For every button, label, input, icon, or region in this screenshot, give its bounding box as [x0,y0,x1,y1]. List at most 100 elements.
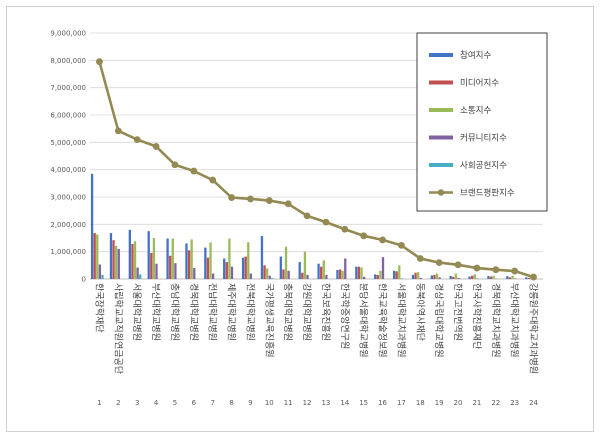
bar-2-9 [244,256,247,279]
bar-2-20 [452,276,455,279]
category-label: 충북대학교병원 [282,283,293,341]
y-tick-label: 5,000,000 [50,139,86,147]
line-point-13 [322,218,330,226]
bar-5-10 [271,278,274,279]
category-number: 6 [192,399,197,407]
line-point-10 [265,197,273,204]
category-label: 한국교육학술정보원 [377,283,388,358]
bar-4-15 [362,276,366,279]
line-point-9 [247,195,254,203]
bar-4-4 [155,263,158,279]
legend-label: 브랜드평판지수 [460,188,515,199]
line-point-8 [228,194,235,201]
brand-reputation-chart: 0 1,000,000 2,000,000 3,000,000 4,000,000 5,0… [50,30,548,407]
y-tick-label: 9,000,000 [50,30,86,38]
category-number: 14 [340,399,349,407]
bar-4-20 [457,277,460,279]
y-axis: 0 1,000,000 2,000,000 3,000,000 4,000,000 5,0… [50,30,86,284]
bar-2-21 [471,275,474,279]
bar-1-20 [449,275,452,279]
bar-2-23 [508,277,512,279]
category-number: 4 [154,399,159,407]
category-number: 17 [397,399,406,407]
line-point-11 [284,200,292,208]
category-number: 7 [210,399,214,407]
category-number: 11 [284,399,293,407]
x-axis: 한국장학재단 1 사립학교교직원연금공단 2 서울대학교병원 3 부산대학교병원 4 충남대학교… [93,283,539,407]
bar-3-4 [152,238,156,279]
bar-1-14 [336,269,339,279]
line-point-3 [133,136,141,144]
bar-1-24 [525,277,528,279]
bar-5-1 [101,274,104,279]
category-label: 한국고전번역원 [452,283,463,341]
category-label: 충남대학교병원 [169,283,180,341]
bar-2-24 [527,277,530,279]
bar-4-3 [136,267,139,279]
category-number: 5 [173,399,177,407]
line-point-7 [209,176,217,184]
category-number: 1 [97,399,101,407]
category-number: 13 [321,399,330,407]
legend-swatch [429,135,453,140]
line-point-4 [152,143,160,150]
y-tick-label: 3,000,000 [50,194,86,202]
category-label: 경상국립대학교병원 [433,283,445,358]
legend-swatch [429,80,453,85]
line-series-group [96,58,537,281]
legend-box [416,32,548,212]
legend-swatch [429,53,453,57]
category-number: 15 [359,399,368,407]
bar-4-14 [344,258,347,279]
bar-2-12 [301,272,304,279]
category-label: 한국보육진흥원 [320,283,332,341]
bar-3-20 [454,273,458,279]
category-label: 분당서울대학교병원 [358,283,369,358]
y-tick-label: 2,000,000 [50,221,86,229]
y-tick-label: 7,000,000 [50,84,86,92]
bar-4-8 [230,266,234,279]
category-number: 8 [229,399,233,407]
bar-1-1 [90,173,94,279]
category-label: 강릉원주대학교치과병원 [528,283,540,374]
category-number: 22 [491,399,500,407]
category-number: 20 [454,399,463,407]
bar-1-11 [279,256,282,279]
category-number: 3 [135,399,139,407]
bar-2-10 [263,265,266,279]
line-point-18 [416,255,424,262]
category-number: 19 [435,399,444,407]
bar-4-17 [400,278,404,279]
bar-1-6 [185,243,188,279]
category-label: 경북대학교치과병원 [490,283,502,358]
bar-2-14 [338,269,342,279]
bar-1-13 [317,263,320,279]
bar-1-18 [411,274,415,279]
bar-2-6 [187,250,191,279]
legend-label: 참여지수 [460,50,491,61]
bar-4-16 [381,257,385,279]
bar-5-3 [139,274,142,279]
line-point-23 [511,267,519,275]
bar-3-23 [511,275,514,279]
bar-3-14 [341,270,344,279]
category-number: 16 [378,399,387,407]
category-label: 국가평생교육진흥원 [263,283,275,358]
bar-3-5 [171,238,174,279]
chart-frame: 0 1,000,000 2,000,000 3,000,000 4,000,000 5,0… [6,6,594,432]
bar-1-9 [241,257,245,279]
legend-label: 미디어지수 [460,78,499,89]
bar-1-16 [374,274,377,279]
bar-3-11 [284,246,288,279]
bar-3-18 [417,272,420,279]
category-label: 전북대학교병원 [244,283,255,341]
bar-4-5 [174,263,177,279]
y-tick-label: 8,000,000 [50,57,86,65]
category-label: 서울대학교치과병원 [395,283,407,358]
category-label: 부산대학교치과병원 [509,283,521,358]
category-label: 전남대학교병원 [207,283,218,341]
bar-4-19 [438,277,441,279]
bar-3-8 [228,238,231,279]
bar-2-15 [357,266,361,279]
